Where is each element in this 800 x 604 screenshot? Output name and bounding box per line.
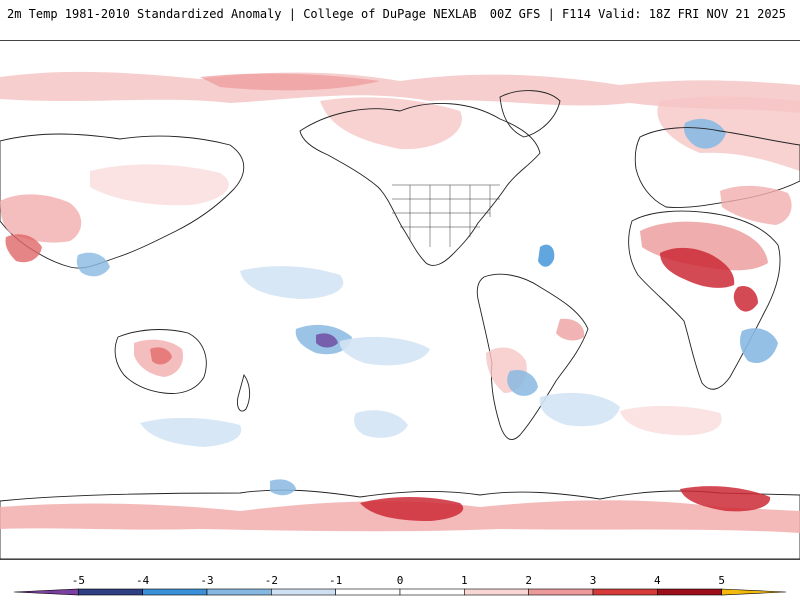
australia-outline [114,329,207,394]
colorbar-segment [13,588,79,596]
colorbar-segment [142,588,208,596]
antarctica-outline [0,489,800,559]
colorbar-tick-label: 5 [718,574,725,587]
colorbar-tick-label: 3 [590,574,597,587]
colorbar-svg: -5 -4 -3 -2 -1 0 1 2 3 4 5 [13,574,787,596]
north-america-outline [299,103,541,266]
south-america-outline [476,273,589,440]
anomaly-map-svg [0,41,800,559]
asia-outline [0,133,245,269]
colorbar-tick-label: -1 [329,574,342,587]
anomaly-south-atlantic-cold [539,392,620,427]
anomaly-scandinavia-cold [684,118,726,149]
anomaly-india-hot [5,234,42,263]
anomaly-southeast-asia-cold [76,252,110,277]
anomaly-arctic-warm-core [200,73,380,91]
colorbar-tick-label: 0 [397,574,404,587]
anomaly-north-pacific-warm [90,164,229,206]
anomaly-china-warm [0,194,82,243]
anomaly-brazil-warm [556,318,585,341]
anomaly-caribbean-cold [538,244,555,267]
colorbar-tick-label: -2 [265,574,278,587]
header: 2m Temp 1981-2010 Standardized Anomaly |… [0,0,800,32]
colorbar-tick-label: 4 [654,574,661,587]
colorbar-segment [528,588,594,596]
colorbar-segment [592,588,658,596]
anomaly-south-pacific-cold-2 [354,410,408,438]
anomaly-south-pacific-cold-core [316,333,338,348]
anomaly-antarctica-cold [270,479,296,496]
colorbar-segment [721,588,787,596]
anomaly-colorbar: -5 -4 -3 -2 -1 0 1 2 3 4 5 [0,572,800,600]
colorbar-segment [271,588,336,596]
anomaly-antarctica-hot [360,497,464,521]
colorbar-tick-label: -5 [72,574,85,587]
new-zealand-outline [237,373,251,412]
colorbar-segment [335,588,401,596]
anomaly-map [0,40,800,560]
colorbar-segment [399,588,465,596]
colorbar-tick-label: -3 [200,574,213,587]
colorbar-segment [464,588,529,596]
colorbar-segment [657,588,722,596]
map-title: 2m Temp 1981-2010 Standardized Anomaly |… [7,7,477,21]
anomaly-indian-ocean-warm [620,405,722,436]
us-state-grid [392,184,500,247]
colorbar-tick-label: 2 [525,574,532,587]
greenland-outline [499,90,561,138]
anomaly-australia-hot [150,347,172,365]
anomaly-antarctica-hot-east [680,486,771,512]
anomaly-southern-ocean-cold [140,417,242,447]
colorbar-tick-label: 1 [461,574,468,587]
anomaly-southeast-africa-cold [740,328,778,363]
africa-outline [628,210,781,390]
anomaly-middle-east-warm [720,185,792,225]
anomaly-sahel-hot [660,247,735,288]
colorbar-segment [206,588,272,596]
colorbar-tick-label: -4 [136,574,150,587]
anomaly-tropical-pacific-cold [339,336,430,366]
anomaly-arctic-warm [0,71,800,113]
anomaly-south-america-cold [507,369,538,396]
colorbar-segment [78,588,143,596]
anomaly-siberia-warm [657,96,800,171]
anomaly-east-africa-hot [733,285,758,312]
model-run-info: 00Z GFS | F114 Valid: 18Z FRI NOV 21 202… [489,7,786,21]
anomaly-north-pacific-cold [240,266,344,299]
